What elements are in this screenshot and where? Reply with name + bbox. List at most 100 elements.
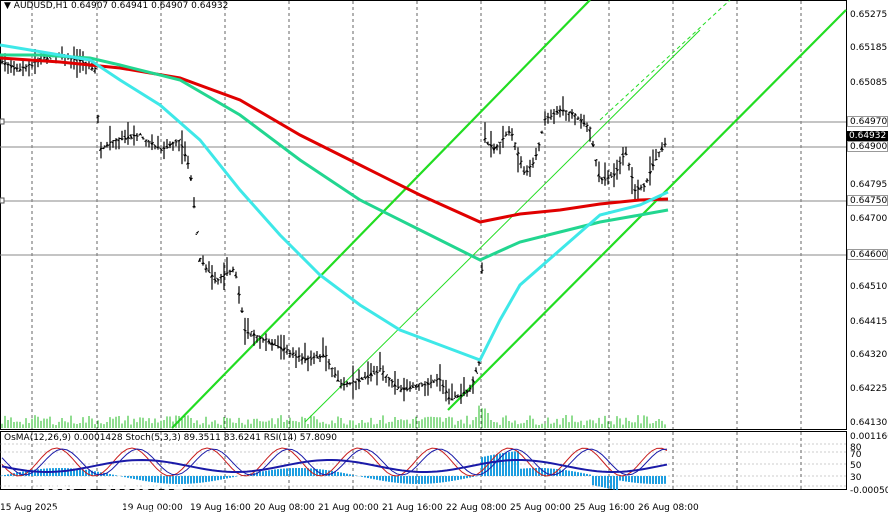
price-tick: 0.64700 bbox=[850, 214, 887, 225]
osc-tick: 30 bbox=[850, 473, 861, 484]
price-bar-open bbox=[145, 141, 147, 142]
price-bar-close bbox=[407, 389, 409, 390]
price-tick: 0.64510 bbox=[850, 282, 887, 293]
price-pane-frame bbox=[1, 1, 847, 430]
ohlc-values: 0.64907 0.64941 0.64907 0.64932 bbox=[71, 1, 228, 11]
time-tick: 21 Aug 16:00 bbox=[382, 503, 443, 513]
ma-teal-line bbox=[0, 55, 668, 260]
time-tick: 22 Aug 08:00 bbox=[446, 503, 507, 513]
time-tick: 25 Aug 00:00 bbox=[510, 503, 571, 513]
price-bar-close bbox=[317, 356, 319, 359]
price-bar-close bbox=[146, 140, 148, 141]
price-bar-open bbox=[97, 117, 99, 118]
time-tick: 26 Aug 08:00 bbox=[638, 503, 699, 513]
price-bar-close bbox=[260, 338, 262, 339]
price-bar-close bbox=[386, 374, 388, 377]
price-bar-open bbox=[109, 145, 111, 146]
price-tick: 0.64795 bbox=[850, 180, 887, 191]
ma-cyan-line bbox=[0, 45, 668, 360]
price-bar-open bbox=[640, 188, 642, 189]
watermark-brand: instaforex bbox=[42, 476, 186, 506]
price-bar-open bbox=[643, 184, 645, 185]
time-tick: 25 Aug 16:00 bbox=[574, 503, 635, 513]
price-bar-open bbox=[154, 144, 156, 145]
price-bar-open bbox=[217, 278, 219, 280]
time-tick: 19 Aug 16:00 bbox=[190, 503, 251, 513]
osc-tick: 0.001160 bbox=[850, 432, 888, 443]
price-bar-open bbox=[400, 391, 402, 392]
price-bar-close bbox=[449, 398, 451, 399]
price-bar-close bbox=[569, 111, 571, 113]
osc-tick: 50 bbox=[850, 461, 861, 472]
price-marker-0.64750[interactable]: 0.64750 bbox=[847, 195, 888, 206]
dropdown-icon[interactable]: ▼ bbox=[4, 1, 14, 11]
price-bar-open bbox=[469, 390, 471, 391]
price-marker-0.64600[interactable]: 0.64600 bbox=[847, 249, 888, 260]
price-bar-close bbox=[101, 148, 103, 149]
price-bar-close bbox=[416, 384, 418, 385]
price-tick: 0.64415 bbox=[850, 317, 887, 328]
price-marker-0.64900[interactable]: 0.64900 bbox=[847, 141, 888, 152]
symbol-label: AUDUSD,H1 bbox=[14, 1, 68, 11]
price-bar-close bbox=[251, 331, 253, 332]
price-bar-close bbox=[497, 145, 499, 146]
price-bar-close bbox=[338, 380, 340, 382]
price-bar-close bbox=[476, 370, 478, 374]
price-bar-open bbox=[499, 142, 501, 143]
rsi-line bbox=[2, 460, 667, 472]
oscillator-header: OsMA(12,26,9) 0.0001428 Stoch(5,3,3) 89.… bbox=[4, 433, 337, 443]
price-bar-close bbox=[209, 272, 211, 273]
price-bar-close bbox=[629, 164, 631, 165]
price-tick: 0.64130 bbox=[850, 418, 887, 429]
price-bar-open bbox=[421, 383, 423, 384]
price-bar-close bbox=[287, 350, 289, 351]
channel-line-lower bbox=[448, 10, 846, 410]
channel-mid-extension bbox=[600, 0, 730, 120]
ma-red-line bbox=[0, 58, 668, 222]
price-bar-open bbox=[373, 371, 375, 372]
price-bar-open bbox=[658, 152, 660, 153]
osc-tick: 70 bbox=[850, 450, 861, 461]
time-tick: 20 Aug 08:00 bbox=[254, 503, 315, 513]
price-bar-close bbox=[314, 357, 316, 358]
price-tick: 0.64225 bbox=[850, 384, 887, 395]
price-bar-open bbox=[433, 380, 435, 383]
price-bar-close bbox=[506, 134, 508, 135]
price-bar-open bbox=[649, 172, 651, 173]
stoch-main-line bbox=[2, 449, 667, 475]
price-bar-open bbox=[577, 119, 579, 120]
instaforex-logo-icon bbox=[6, 478, 36, 508]
price-marker-0.64970[interactable]: 0.64970 bbox=[847, 116, 888, 127]
price-bar-open bbox=[424, 384, 426, 385]
price-bar-open bbox=[586, 126, 588, 127]
price-bar-open bbox=[208, 271, 210, 272]
time-tick: 21 Aug 00:00 bbox=[318, 503, 379, 513]
price-bar-open bbox=[532, 164, 534, 165]
price-bar-close bbox=[566, 111, 568, 112]
osc-tick: -0.000502 bbox=[850, 486, 888, 497]
price-bar-open bbox=[619, 161, 621, 162]
price-bar-open bbox=[316, 355, 318, 356]
price-bar-close bbox=[179, 139, 181, 142]
chart-header: ▼ AUDUSD,H1 0.64907 0.64941 0.64907 0.64… bbox=[4, 1, 228, 11]
watermark-tagline: Instant Forex Trading bbox=[48, 505, 164, 518]
price-bar-open bbox=[391, 380, 393, 381]
price-bar-close bbox=[596, 159, 598, 160]
price-bar-close bbox=[140, 133, 142, 135]
price-bar-close bbox=[455, 396, 457, 398]
price-bar-close bbox=[245, 330, 247, 331]
price-bar-open bbox=[328, 362, 330, 363]
price-tick: 0.64320 bbox=[850, 350, 887, 361]
price-tick: 0.65085 bbox=[850, 78, 887, 89]
level-handle bbox=[0, 198, 4, 203]
level-handle bbox=[0, 119, 4, 124]
price-bar-close bbox=[485, 138, 487, 139]
price-bar-open bbox=[76, 60, 78, 61]
price-bar-close bbox=[197, 231, 199, 234]
price-bar-open bbox=[325, 356, 327, 357]
price-bar-close bbox=[332, 368, 334, 369]
price-bar-close bbox=[659, 152, 661, 153]
price-bar-open bbox=[628, 165, 630, 166]
price-tick: 0.65275 bbox=[850, 10, 887, 21]
